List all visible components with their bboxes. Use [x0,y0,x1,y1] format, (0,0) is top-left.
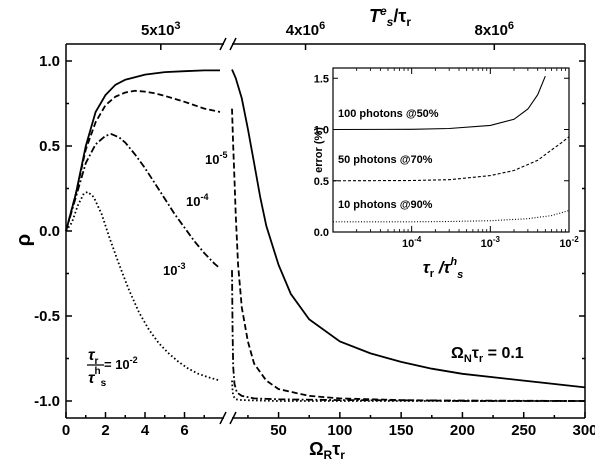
x-tick-label: 150 [389,422,414,439]
series-line--4-left [65,89,221,232]
x-tick-label: 50 [270,422,287,439]
series-line--3-left [65,133,221,270]
top-tick-label: 5x103 [141,20,181,39]
x-tick-label: 0 [62,422,70,439]
y-axis-label: ρ [13,234,35,246]
y-tick-label: -0.5 [34,308,60,325]
inset-series-label: 50 photons @70% [338,154,433,166]
x-tick-label: 6 [180,422,188,439]
y-tick-label: -1.0 [34,393,60,410]
top-axis-label: Tes/τr [369,4,411,29]
inset-y-tick-label: 0.5 [314,176,329,188]
ratio-denominator: τhs [88,366,107,389]
y-tick-label: 1.0 [39,53,60,70]
inset-series-label: 10 photons @90% [338,199,433,211]
curve-label--5: 10-5 [205,150,227,167]
series-line--4-right [231,108,585,402]
series-line--5-left [65,69,220,232]
inset-y-tick-label: 1.5 [314,73,329,85]
inset-x-tick-label: 10-3 [481,235,501,250]
axis-break-mark [229,411,237,425]
top-tick-label: 4x106 [286,20,326,39]
inset-x-axis-label: τr /τhs [423,256,464,281]
inset-series-line [332,136,570,182]
curve-label--3: 10-3 [163,261,185,278]
axis-break-mark [219,411,227,425]
inset-y-tick-label: 1.0 [314,125,329,137]
curve-label--2: = 10-2 [104,355,138,372]
inset-y-tick-label: 0.0 [314,227,329,239]
y-tick-label: 0.0 [39,223,60,240]
inset-x-tick-label: 10-2 [559,235,579,250]
x-tick-label: 2 [101,422,109,439]
x-axis-label: ΩRτr [309,439,345,462]
inset-y-axis-label: error (%) [313,127,325,173]
inset-series-line [332,75,546,131]
curve-label--4: 10-4 [186,192,208,209]
series-line--5-right [231,69,586,389]
inset-plot: 0.0 0.5 1.0 1.5 10-4 10-3 10-2 error (%) τr /τhs… [313,67,579,281]
axis-break-mark [219,37,227,51]
x-tick-label: 4 [141,422,150,439]
inset-x-tick-label: 10-4 [402,235,422,250]
top-tick-label: 8x106 [475,20,514,39]
x-tick-label: 100 [327,422,352,439]
series-line--3-right [231,270,586,402]
y-tick-label: 0.5 [39,138,60,155]
x-tick-label: 200 [450,422,475,439]
axis-break-mark [229,37,237,51]
inset-series-line [333,209,570,223]
inset-series-label: 100 photons @50% [338,108,439,120]
parameter-label: ΩNτr = 0.1 [451,345,524,365]
inset-frame [332,67,570,233]
x-tick-label: 250 [511,422,536,439]
main-plot: 1.0 0.5 0.0 -0.5 -1.00 2 4 6 50 100 150 200 250 300 5x… [13,4,595,462]
ratio-numerator: τr [88,347,99,367]
x-tick-label: 300 [572,422,595,439]
